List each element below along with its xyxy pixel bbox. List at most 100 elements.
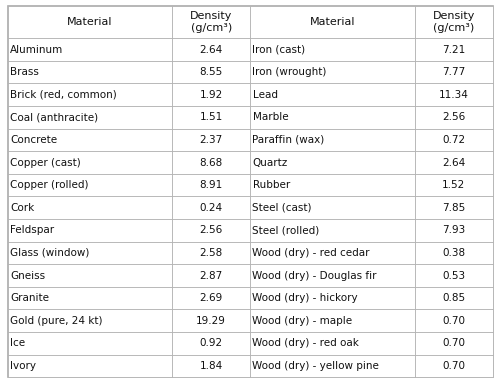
Text: Wood (dry) - maple: Wood (dry) - maple bbox=[252, 316, 352, 326]
Text: Lead: Lead bbox=[252, 90, 278, 100]
Text: Glass (window): Glass (window) bbox=[10, 248, 90, 258]
Text: Granite: Granite bbox=[10, 293, 49, 303]
Bar bbox=[250, 264, 415, 287]
Text: 0.24: 0.24 bbox=[200, 203, 223, 213]
Bar bbox=[8, 309, 172, 332]
Bar bbox=[250, 6, 415, 38]
Bar bbox=[250, 219, 415, 242]
Text: 2.56: 2.56 bbox=[200, 225, 223, 236]
Bar bbox=[172, 61, 250, 83]
Text: Gneiss: Gneiss bbox=[10, 270, 45, 281]
Bar bbox=[172, 287, 250, 309]
Bar bbox=[415, 242, 492, 264]
Bar bbox=[415, 6, 492, 38]
Text: 0.70: 0.70 bbox=[442, 338, 465, 349]
Text: 1.92: 1.92 bbox=[200, 90, 223, 100]
Text: Steel (cast): Steel (cast) bbox=[252, 203, 312, 213]
Text: 1.51: 1.51 bbox=[200, 112, 223, 123]
Text: 2.56: 2.56 bbox=[442, 112, 466, 123]
Text: 0.72: 0.72 bbox=[442, 135, 466, 145]
Text: 19.29: 19.29 bbox=[196, 316, 226, 326]
Bar bbox=[8, 264, 172, 287]
Text: Wood (dry) - red cedar: Wood (dry) - red cedar bbox=[252, 248, 370, 258]
Text: 8.55: 8.55 bbox=[200, 67, 223, 77]
Bar bbox=[250, 332, 415, 355]
Text: Brass: Brass bbox=[10, 67, 39, 77]
Bar bbox=[8, 61, 172, 83]
Text: 2.37: 2.37 bbox=[200, 135, 223, 145]
Text: 2.64: 2.64 bbox=[442, 157, 466, 168]
Bar bbox=[8, 287, 172, 309]
Bar bbox=[172, 242, 250, 264]
Text: 11.34: 11.34 bbox=[439, 90, 468, 100]
Text: Marble: Marble bbox=[252, 112, 288, 123]
Text: Wood (dry) - Douglas fir: Wood (dry) - Douglas fir bbox=[252, 270, 377, 281]
Bar bbox=[415, 83, 492, 106]
Bar bbox=[172, 151, 250, 174]
Text: 0.53: 0.53 bbox=[442, 270, 466, 281]
Bar bbox=[250, 174, 415, 196]
Text: 0.92: 0.92 bbox=[200, 338, 223, 349]
Text: 0.70: 0.70 bbox=[442, 316, 465, 326]
Text: Density
(g/cm³): Density (g/cm³) bbox=[190, 11, 232, 33]
Text: 8.91: 8.91 bbox=[200, 180, 223, 190]
Text: 7.85: 7.85 bbox=[442, 203, 466, 213]
Bar bbox=[172, 38, 250, 61]
Bar bbox=[250, 242, 415, 264]
Bar bbox=[250, 38, 415, 61]
Bar bbox=[415, 38, 492, 61]
Text: Wood (dry) - yellow pine: Wood (dry) - yellow pine bbox=[252, 361, 380, 371]
Bar bbox=[172, 83, 250, 106]
Text: 8.68: 8.68 bbox=[200, 157, 223, 168]
Text: Quartz: Quartz bbox=[252, 157, 288, 168]
Text: Material: Material bbox=[67, 17, 112, 27]
Bar bbox=[8, 196, 172, 219]
Bar bbox=[250, 196, 415, 219]
Bar bbox=[415, 129, 492, 151]
Text: Density
(g/cm³): Density (g/cm³) bbox=[432, 11, 475, 33]
Bar bbox=[172, 129, 250, 151]
Text: 7.93: 7.93 bbox=[442, 225, 466, 236]
Bar bbox=[172, 196, 250, 219]
Bar bbox=[8, 6, 172, 38]
Text: 1.84: 1.84 bbox=[200, 361, 223, 371]
Bar bbox=[415, 287, 492, 309]
Text: Ivory: Ivory bbox=[10, 361, 36, 371]
Text: 2.64: 2.64 bbox=[200, 44, 223, 55]
Bar bbox=[250, 61, 415, 83]
Text: 7.21: 7.21 bbox=[442, 44, 466, 55]
Bar bbox=[8, 106, 172, 129]
Bar bbox=[250, 129, 415, 151]
Bar bbox=[415, 219, 492, 242]
Bar bbox=[8, 38, 172, 61]
Bar bbox=[8, 242, 172, 264]
Text: Brick (red, common): Brick (red, common) bbox=[10, 90, 117, 100]
Bar bbox=[250, 83, 415, 106]
Text: Ice: Ice bbox=[10, 338, 25, 349]
Bar bbox=[250, 287, 415, 309]
Text: 0.85: 0.85 bbox=[442, 293, 466, 303]
Bar bbox=[172, 106, 250, 129]
Text: 2.69: 2.69 bbox=[200, 293, 223, 303]
Text: Steel (rolled): Steel (rolled) bbox=[252, 225, 320, 236]
Text: Wood (dry) - red oak: Wood (dry) - red oak bbox=[252, 338, 360, 349]
Text: 2.58: 2.58 bbox=[200, 248, 223, 258]
Bar bbox=[8, 174, 172, 196]
Bar bbox=[8, 83, 172, 106]
Text: 0.38: 0.38 bbox=[442, 248, 466, 258]
Bar bbox=[250, 355, 415, 377]
Bar bbox=[172, 219, 250, 242]
Text: Iron (cast): Iron (cast) bbox=[252, 44, 306, 55]
Text: 1.52: 1.52 bbox=[442, 180, 466, 190]
Bar bbox=[250, 106, 415, 129]
Bar bbox=[415, 309, 492, 332]
Bar bbox=[8, 355, 172, 377]
Text: Concrete: Concrete bbox=[10, 135, 57, 145]
Bar bbox=[415, 332, 492, 355]
Bar bbox=[415, 174, 492, 196]
Text: Iron (wrought): Iron (wrought) bbox=[252, 67, 327, 77]
Bar bbox=[250, 151, 415, 174]
Bar bbox=[250, 309, 415, 332]
Bar bbox=[415, 61, 492, 83]
Text: Copper (cast): Copper (cast) bbox=[10, 157, 81, 168]
